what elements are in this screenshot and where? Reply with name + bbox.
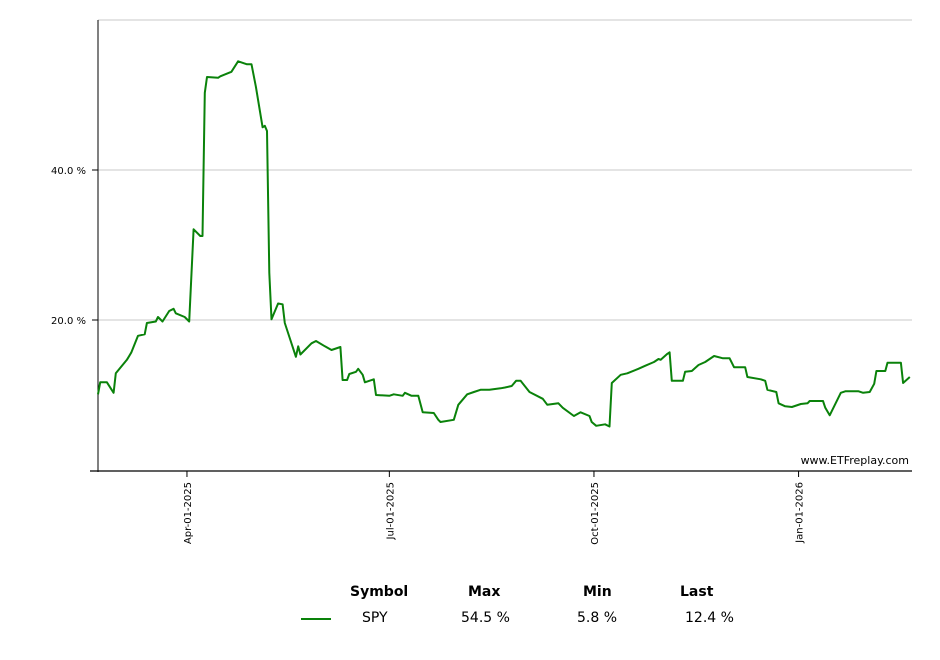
legend-swatch-spy (301, 618, 331, 620)
legend-header-min: Min (583, 584, 612, 600)
legend-max: 54.5 % (461, 610, 510, 626)
y-tick-label: 20.0 % (51, 316, 86, 327)
legend-symbol: SPY (362, 610, 388, 626)
watermark: www.ETFreplay.com (801, 454, 909, 467)
legend-header-last: Last (680, 584, 714, 600)
legend-min: 5.8 % (577, 610, 618, 626)
legend-last: 12.4 % (685, 610, 734, 626)
legend-header-max: Max (468, 584, 501, 600)
x-tick-label: Apr-01-2025 (183, 482, 194, 544)
x-tick-label: Oct-01-2025 (590, 482, 601, 545)
legend-header-symbol: Symbol (350, 584, 409, 600)
x-tick-label: Jan-01-2026 (795, 482, 806, 544)
y-tick-label: 40.0 % (51, 166, 86, 177)
series-line-spy (97, 60, 911, 428)
x-tick-label: Jul-01-2025 (385, 482, 396, 540)
